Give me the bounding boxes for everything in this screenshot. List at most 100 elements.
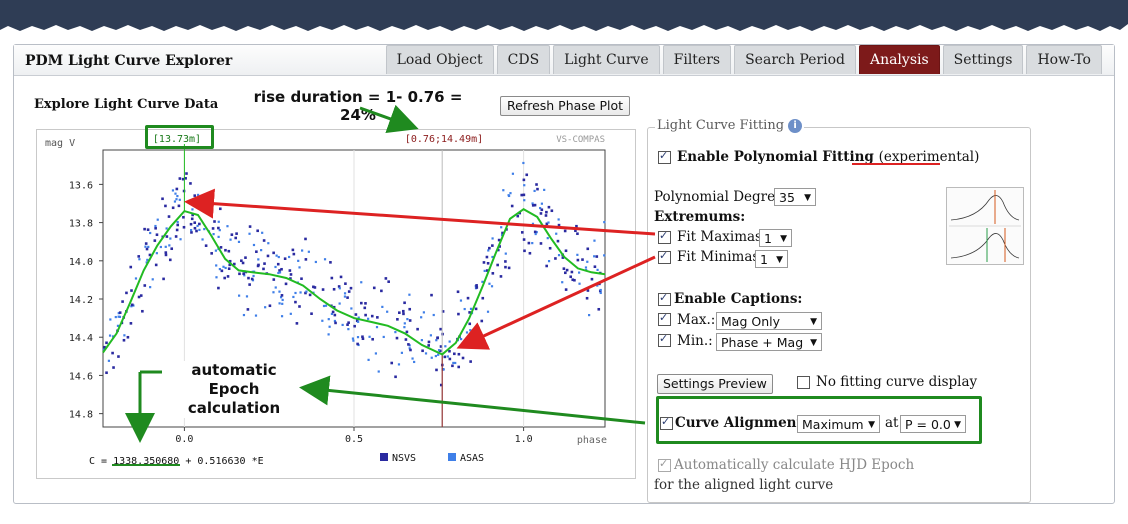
data-point [144, 245, 147, 248]
data-point [276, 262, 280, 266]
data-point [408, 293, 411, 296]
data-point [228, 263, 232, 267]
data-point [413, 360, 416, 364]
data-point [281, 298, 284, 302]
data-point [397, 363, 401, 366]
auto-hjd-checkbox[interactable] [658, 457, 671, 472]
data-point [173, 200, 177, 203]
data-point [284, 282, 288, 286]
fit-maximas-label: Fit Maximas: [677, 229, 767, 245]
data-point [563, 229, 567, 233]
data-point [245, 295, 249, 298]
x-tick-label: 1.0 [515, 434, 533, 445]
tab-filters[interactable]: Filters [662, 45, 732, 74]
data-point [334, 321, 337, 325]
data-point [174, 192, 177, 195]
data-point [250, 277, 254, 281]
data-point [281, 302, 284, 305]
data-point [603, 254, 606, 257]
data-point [149, 231, 152, 235]
data-point [453, 352, 456, 356]
data-point [332, 305, 336, 309]
data-point [256, 229, 259, 233]
data-point [137, 295, 141, 299]
auto-hjd-label-2: for the aligned light curve [654, 477, 834, 493]
data-point [190, 231, 193, 234]
legend-asas-label: ASAS [460, 453, 484, 464]
alignment-select[interactable]: Maximum ▼ [797, 415, 880, 433]
curve-alignment-label: Curve Alignment: [675, 415, 808, 431]
max-caption-select[interactable]: Mag Only ▼ [716, 312, 822, 330]
data-point [248, 232, 251, 235]
y-tick-label: 14.0 [69, 257, 93, 268]
fit-maximas-checkbox[interactable] [658, 229, 671, 244]
data-point [429, 334, 432, 337]
data-point [437, 353, 440, 356]
data-point [545, 222, 549, 226]
data-point [114, 315, 117, 319]
data-point [360, 301, 363, 305]
data-point [243, 274, 246, 277]
min-caption-label: Min.: [677, 333, 713, 349]
data-point [561, 281, 564, 284]
tab-load-object[interactable]: Load Object [385, 45, 494, 74]
data-point [217, 286, 220, 290]
data-point [491, 255, 494, 259]
data-point [396, 318, 399, 321]
data-point [557, 254, 561, 257]
min-caption-checkbox[interactable] [658, 332, 671, 347]
info-icon[interactable]: i [788, 118, 803, 133]
data-point [190, 228, 193, 232]
data-point [404, 338, 408, 341]
enable-poly-checkbox[interactable] [658, 149, 671, 164]
phase-select[interactable]: P = 0.0 ▼ [900, 415, 966, 433]
data-point [156, 218, 159, 221]
max-caption-checkbox[interactable] [658, 311, 671, 326]
data-point [165, 235, 169, 238]
tab-analysis[interactable]: Analysis [858, 45, 940, 74]
data-point [486, 310, 490, 313]
data-point [408, 307, 412, 311]
fit-minimas-select[interactable]: 1 ▼ [755, 250, 788, 268]
data-point [527, 241, 531, 245]
data-point [407, 343, 410, 346]
data-point [535, 231, 538, 234]
tab-settings[interactable]: Settings [942, 45, 1024, 74]
data-point [215, 276, 218, 279]
torn-edge-decoration [0, 0, 1128, 31]
degree-select[interactable]: 35 ▼ [774, 188, 816, 206]
tab-cds[interactable]: CDS [496, 45, 551, 74]
tab-how-to[interactable]: How-To [1026, 45, 1102, 74]
data-point [193, 221, 197, 224]
no-fit-display-checkbox[interactable] [797, 376, 810, 389]
tab-light-curve[interactable]: Light Curve [553, 45, 660, 74]
min-caption-select[interactable]: Phase + Mag ▼ [716, 333, 822, 351]
data-point [240, 259, 243, 263]
data-point [238, 272, 241, 276]
curve-alignment-checkbox[interactable] [660, 415, 673, 430]
data-point [218, 267, 221, 271]
tab-search-period[interactable]: Search Period [734, 45, 856, 74]
enable-captions-checkbox[interactable] [658, 291, 671, 306]
data-point [353, 324, 356, 328]
data-point [230, 233, 234, 236]
data-point [351, 337, 355, 340]
refresh-phase-plot-button[interactable]: Refresh Phase Plot [500, 96, 631, 116]
fit-minimas-checkbox[interactable] [658, 249, 671, 264]
data-point [490, 285, 494, 288]
data-point [219, 246, 223, 249]
data-point [312, 285, 315, 289]
data-point [175, 228, 179, 232]
data-point [491, 244, 494, 247]
data-point [456, 290, 460, 294]
data-point [112, 366, 115, 369]
data-point [347, 290, 351, 293]
data-point [234, 236, 238, 240]
data-point [556, 239, 560, 243]
fit-maximas-select[interactable]: 1 ▼ [759, 229, 792, 247]
data-point [452, 361, 455, 365]
data-point [330, 312, 334, 316]
data-point [485, 269, 489, 272]
data-point [121, 300, 124, 303]
settings-preview-button[interactable]: Settings Preview [657, 374, 773, 394]
